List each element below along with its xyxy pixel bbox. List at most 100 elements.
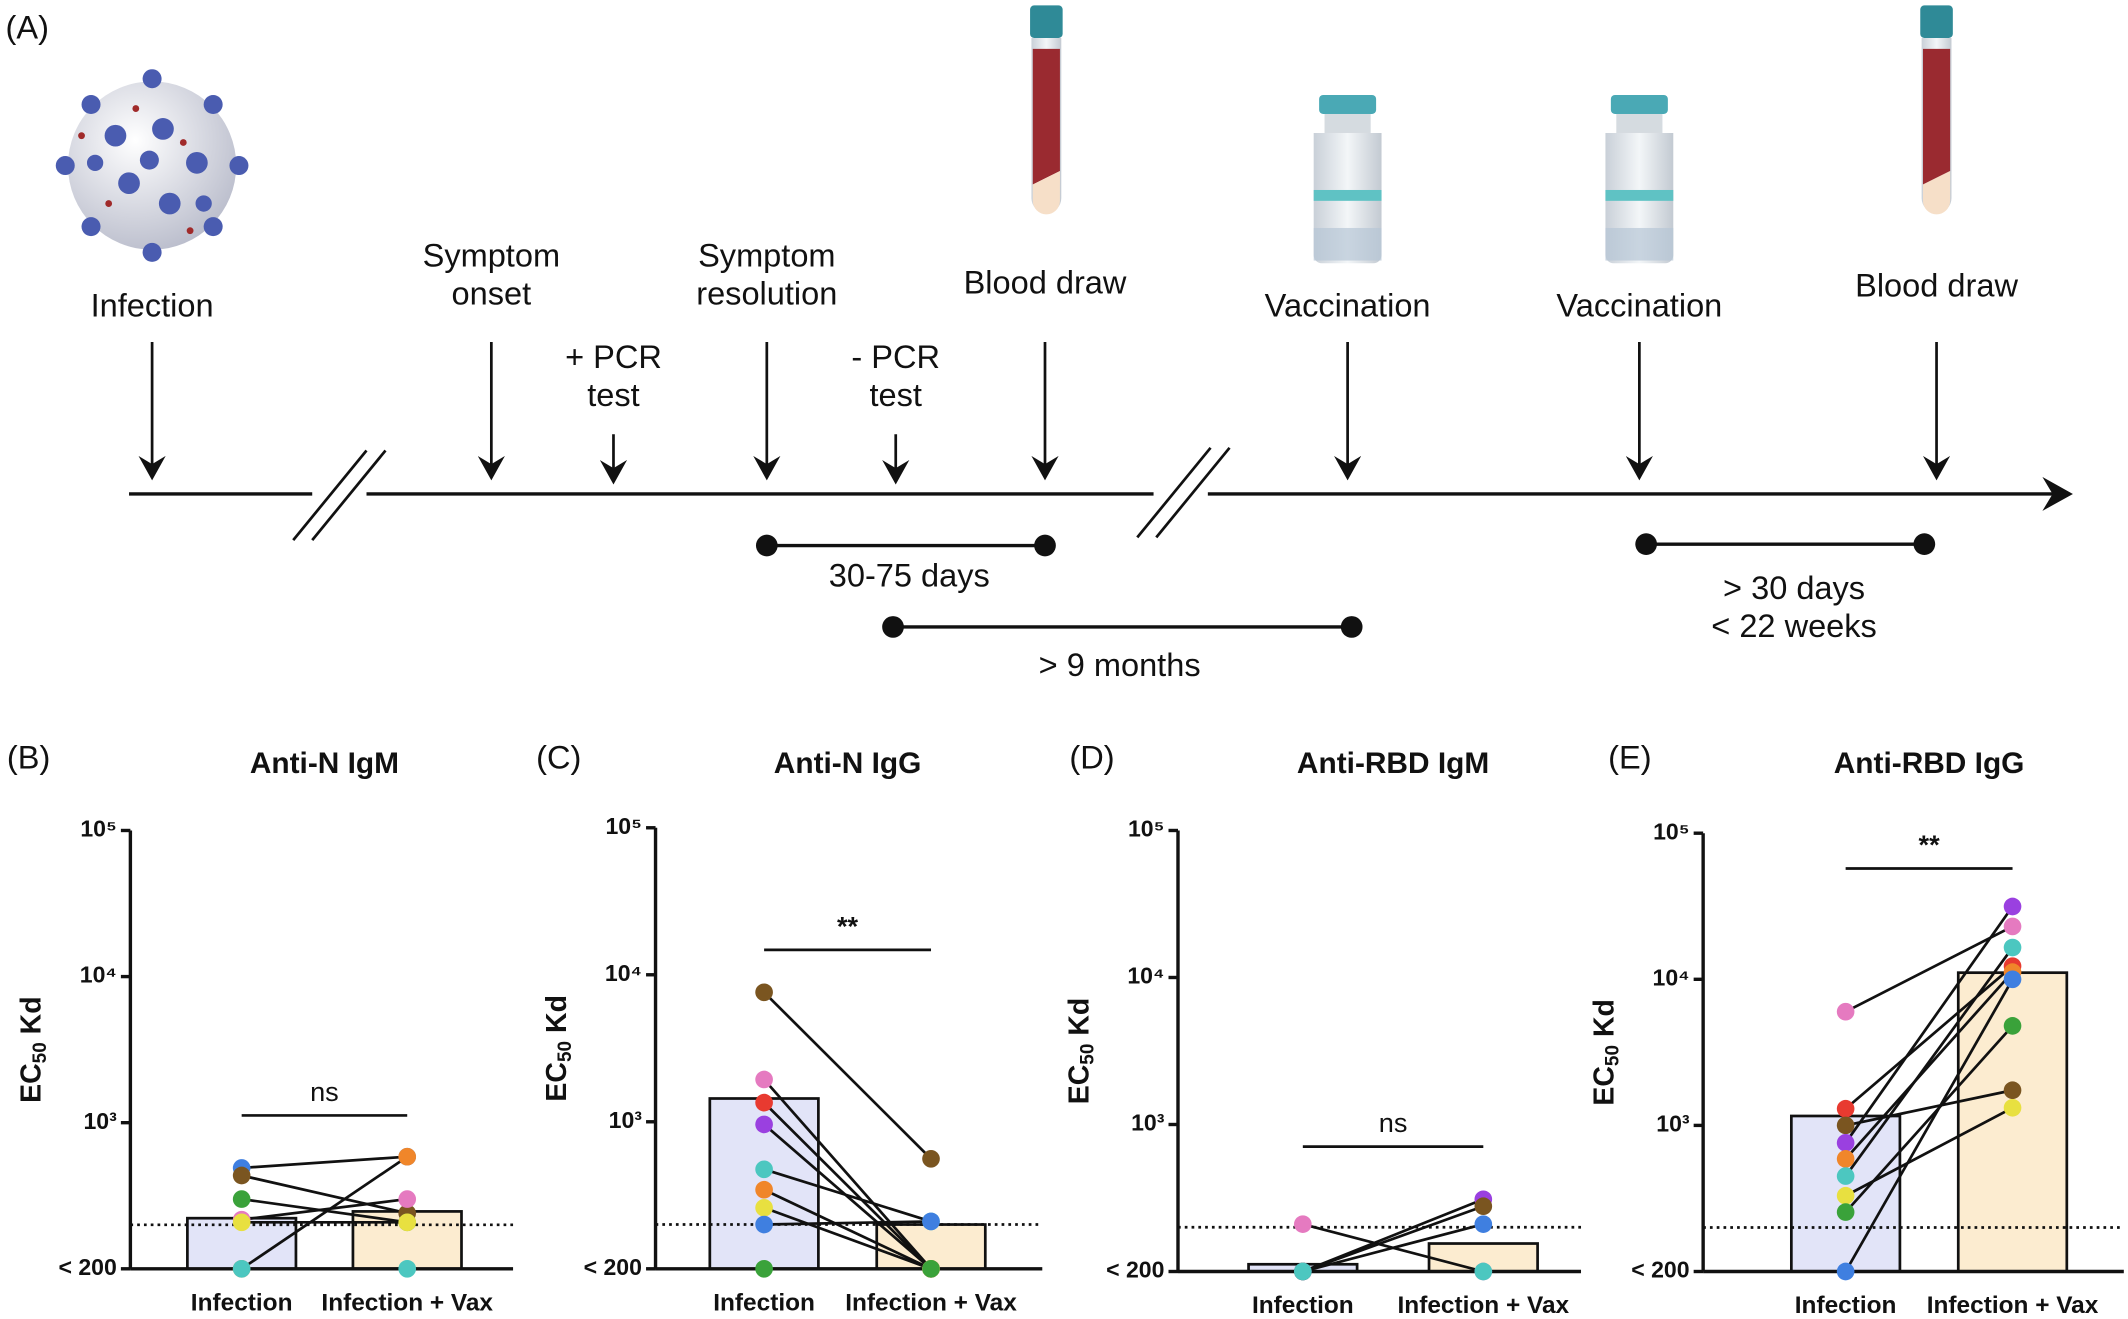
data-point xyxy=(398,1213,417,1232)
data-point xyxy=(398,1147,417,1166)
pair-line xyxy=(1845,1088,2013,1127)
timeline-label: test xyxy=(869,377,921,413)
data-point xyxy=(755,1259,773,1278)
data-point xyxy=(398,1190,417,1208)
y-axis-label-part: Kd xyxy=(1063,998,1095,1044)
timeline-label: Vaccination xyxy=(1265,288,1431,324)
interval-end xyxy=(1913,533,1936,556)
data-point xyxy=(2003,1017,2022,1035)
panel-label: (D) xyxy=(1069,740,1114,776)
timeline-label: < 22 weeks xyxy=(1711,608,1877,644)
data-point xyxy=(2003,1098,2022,1117)
y-tick-label: 10⁴ xyxy=(605,960,642,986)
y-tick-label: 10⁴ xyxy=(1127,963,1164,989)
data-point xyxy=(1836,1002,1855,1021)
pair-line xyxy=(763,1078,933,1270)
x-tick-label: Infection xyxy=(191,1290,293,1317)
y-tick-label: 10⁵ xyxy=(1653,818,1689,844)
blood-tube-icon xyxy=(1030,5,1063,215)
timeline-label: Symptom xyxy=(698,237,835,273)
y-tick-label: < 200 xyxy=(584,1254,642,1280)
data-point xyxy=(755,1180,773,1199)
timeline-label: Symptom xyxy=(423,237,560,273)
data-point xyxy=(398,1259,417,1278)
timeline-label: > 9 months xyxy=(1039,647,1201,683)
data-point xyxy=(2003,970,2022,989)
timeline-label: Blood draw xyxy=(1855,267,2018,303)
pair-line xyxy=(763,991,932,1160)
x-tick-label: Infection xyxy=(1252,1292,1354,1319)
significance-label: ns xyxy=(1379,1107,1408,1138)
pair-line xyxy=(1844,971,2014,1160)
pair-line xyxy=(1845,925,2014,1013)
pair-line xyxy=(241,1155,408,1170)
data-point xyxy=(755,1093,773,1112)
data-point xyxy=(1294,1262,1312,1281)
data-point xyxy=(2003,938,2022,957)
timeline-label: - PCR xyxy=(851,339,940,375)
pair-line xyxy=(1302,1222,1484,1273)
data-point xyxy=(1836,1262,1855,1281)
significance-label: ns xyxy=(310,1076,339,1107)
pair-line xyxy=(1844,905,2014,1144)
interval-end xyxy=(882,616,904,638)
data-point xyxy=(755,1160,773,1179)
y-tick-label: 10³ xyxy=(609,1107,643,1133)
timeline-label: Blood draw xyxy=(964,265,1127,301)
y-tick-label: < 200 xyxy=(58,1254,116,1280)
x-tick-label: Infection + Vax xyxy=(1398,1292,1570,1319)
data-point xyxy=(755,1070,773,1089)
data-point xyxy=(1474,1197,1493,1216)
y-axis-label-sub: 50 xyxy=(1077,1044,1098,1065)
data-point xyxy=(1836,1167,1855,1185)
data-point xyxy=(1836,1186,1855,1205)
y-tick-label: 10⁵ xyxy=(606,813,642,839)
pair-line xyxy=(1844,946,2014,1177)
y-axis-label: EC50 Kd xyxy=(1063,998,1099,1105)
panel-label: (E) xyxy=(1608,740,1651,776)
data-point xyxy=(232,1213,251,1232)
timeline-label: 30-75 days xyxy=(829,558,990,594)
pair-line xyxy=(1302,1204,1484,1273)
pair-line xyxy=(240,1155,408,1270)
virus-icon xyxy=(55,69,249,262)
data-point xyxy=(1836,1116,1855,1135)
significance-label: ** xyxy=(837,910,859,941)
y-axis-label-part: EC xyxy=(15,1063,47,1103)
y-tick-label: 10³ xyxy=(1131,1110,1165,1136)
vial-icon xyxy=(1605,94,1674,264)
pair-line xyxy=(763,1206,932,1271)
timeline-label: + PCR xyxy=(565,339,662,375)
axis-break xyxy=(292,446,1231,543)
data-point xyxy=(1474,1262,1493,1281)
data-point xyxy=(1474,1215,1493,1233)
y-tick-label: 10⁴ xyxy=(80,962,117,988)
pair-line xyxy=(763,1188,932,1271)
blood-tube-icon xyxy=(1920,5,1953,215)
data-point xyxy=(1836,1150,1855,1168)
y-axis-label-part: EC xyxy=(540,1062,572,1102)
y-tick-label: 10³ xyxy=(1656,1110,1690,1136)
timeline-label: Vaccination xyxy=(1556,288,1722,324)
data-point xyxy=(2003,1081,2022,1100)
pair-line xyxy=(241,1197,408,1221)
y-tick-label: 10⁵ xyxy=(80,816,116,842)
y-axis-label: EC50 Kd xyxy=(540,995,576,1102)
data-point xyxy=(232,1166,251,1185)
interval-end xyxy=(1635,533,1658,556)
data-point xyxy=(1836,1099,1855,1118)
panel-label: (A) xyxy=(6,9,49,45)
chart-title: Anti-N IgM xyxy=(250,747,399,780)
y-axis-label-part: EC xyxy=(1588,1066,1620,1106)
pair-line xyxy=(1844,1024,2014,1214)
data-point xyxy=(232,1259,251,1278)
chart-title: Anti-RBD IgG xyxy=(1834,747,2025,780)
interval-end xyxy=(1340,616,1363,638)
timeline-label: > 30 days xyxy=(1723,570,1865,606)
y-axis-label-part: Kd xyxy=(540,995,572,1041)
x-tick-label: Infection xyxy=(1795,1292,1897,1319)
vial-icon xyxy=(1313,94,1382,264)
y-axis-label: EC50 Kd xyxy=(1588,999,1624,1106)
data-point xyxy=(1836,1203,1855,1221)
